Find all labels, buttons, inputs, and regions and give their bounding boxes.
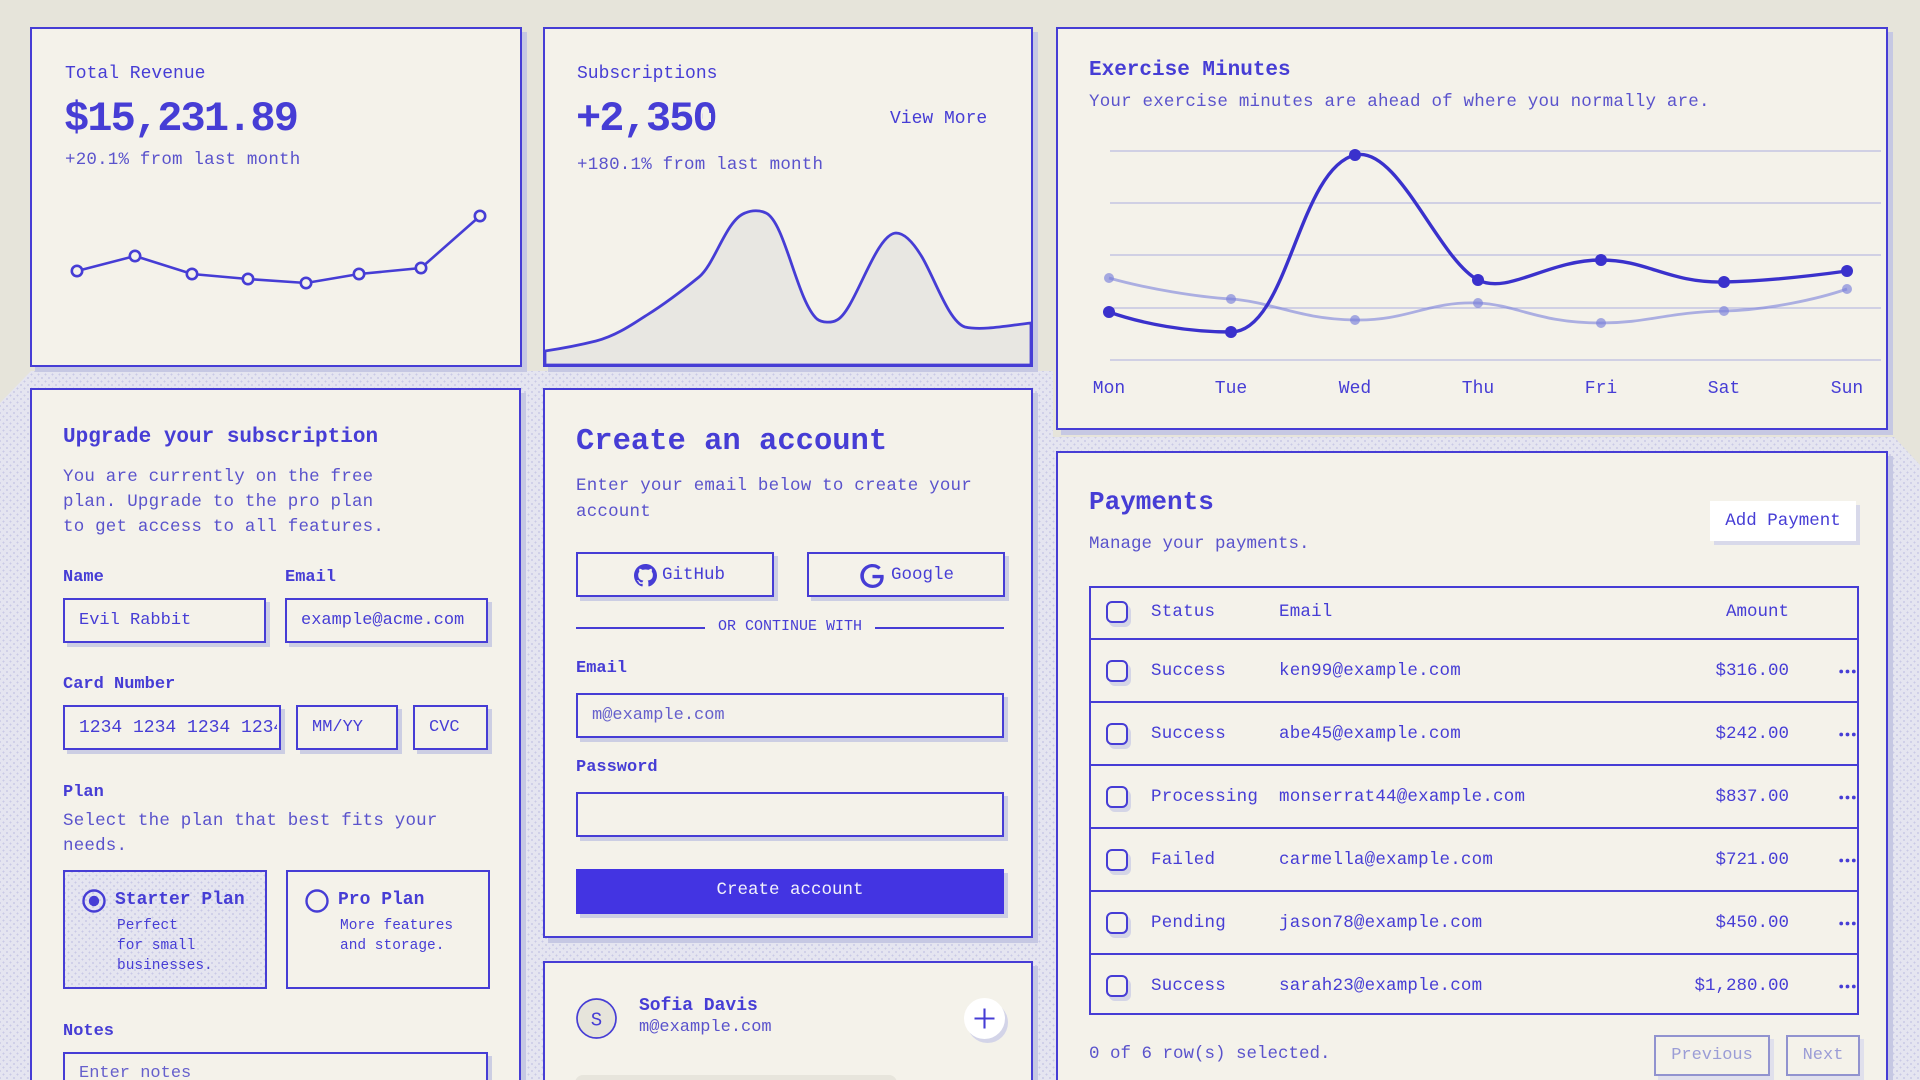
svg-text:S: S <box>591 1010 602 1032</box>
svg-text:Wed: Wed <box>1339 379 1371 399</box>
svg-text:Thu: Thu <box>1462 379 1494 399</box>
svg-text:Tue: Tue <box>1215 379 1247 399</box>
svg-text:Mon: Mon <box>1093 379 1125 399</box>
svg-text:Sat: Sat <box>1708 379 1740 399</box>
svg-text:Fri: Fri <box>1585 379 1617 399</box>
svg-text:Sun: Sun <box>1831 379 1863 399</box>
